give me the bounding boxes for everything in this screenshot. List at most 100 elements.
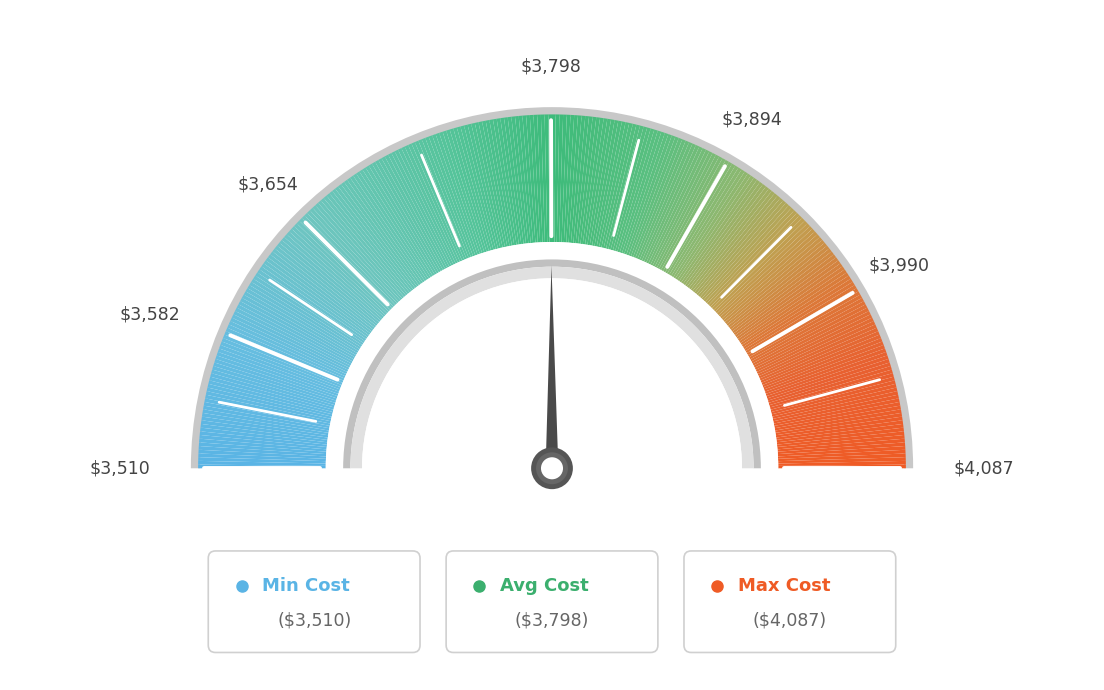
- Wedge shape: [291, 226, 388, 315]
- Wedge shape: [482, 121, 510, 246]
- Wedge shape: [475, 122, 505, 248]
- Wedge shape: [684, 182, 763, 286]
- Text: $3,894: $3,894: [721, 110, 782, 128]
- Wedge shape: [385, 155, 447, 269]
- Wedge shape: [641, 144, 696, 262]
- Wedge shape: [199, 453, 326, 461]
- Wedge shape: [613, 128, 650, 251]
- Wedge shape: [681, 178, 757, 284]
- Wedge shape: [590, 119, 615, 246]
- Wedge shape: [527, 115, 538, 243]
- Wedge shape: [432, 134, 478, 255]
- Wedge shape: [508, 117, 526, 244]
- Wedge shape: [200, 435, 327, 449]
- Wedge shape: [522, 115, 535, 243]
- Wedge shape: [585, 118, 607, 245]
- Wedge shape: [655, 153, 716, 268]
- Wedge shape: [503, 117, 523, 244]
- Wedge shape: [735, 260, 840, 337]
- Wedge shape: [734, 257, 838, 335]
- Wedge shape: [769, 370, 893, 407]
- Wedge shape: [519, 116, 533, 243]
- Wedge shape: [350, 175, 425, 282]
- Text: $3,510: $3,510: [89, 460, 150, 477]
- Wedge shape: [773, 388, 898, 419]
- Wedge shape: [592, 120, 618, 246]
- Wedge shape: [223, 335, 342, 385]
- Wedge shape: [707, 210, 797, 305]
- Wedge shape: [297, 221, 391, 312]
- Wedge shape: [736, 264, 842, 339]
- Wedge shape: [198, 461, 326, 466]
- Wedge shape: [347, 178, 423, 284]
- Wedge shape: [741, 273, 849, 345]
- Wedge shape: [744, 282, 854, 351]
- Wedge shape: [199, 439, 327, 452]
- Wedge shape: [205, 391, 331, 421]
- Wedge shape: [752, 301, 866, 364]
- Wedge shape: [343, 259, 761, 469]
- Wedge shape: [650, 150, 710, 266]
- Wedge shape: [777, 442, 905, 454]
- Wedge shape: [755, 311, 871, 370]
- Wedge shape: [486, 120, 512, 246]
- Wedge shape: [730, 248, 831, 330]
- Wedge shape: [514, 116, 531, 244]
- Wedge shape: [778, 453, 905, 461]
- Wedge shape: [562, 115, 571, 242]
- Wedge shape: [774, 398, 900, 426]
- Wedge shape: [538, 115, 545, 242]
- Wedge shape: [772, 380, 895, 414]
- Wedge shape: [388, 153, 449, 268]
- Wedge shape: [544, 115, 550, 242]
- Wedge shape: [726, 243, 827, 326]
- Text: Max Cost: Max Cost: [737, 577, 830, 595]
- Wedge shape: [697, 195, 781, 295]
- Wedge shape: [201, 417, 328, 437]
- Wedge shape: [669, 166, 739, 276]
- Wedge shape: [211, 370, 335, 407]
- Wedge shape: [402, 146, 458, 264]
- Wedge shape: [776, 424, 903, 442]
- Wedge shape: [353, 173, 427, 281]
- Wedge shape: [255, 273, 363, 345]
- Wedge shape: [626, 134, 672, 255]
- Wedge shape: [247, 285, 359, 353]
- Wedge shape: [760, 328, 879, 381]
- Wedge shape: [301, 215, 394, 308]
- Wedge shape: [745, 285, 857, 353]
- Wedge shape: [454, 128, 491, 251]
- Wedge shape: [628, 135, 676, 256]
- Wedge shape: [705, 208, 794, 304]
- Wedge shape: [412, 142, 465, 261]
- Wedge shape: [747, 291, 860, 357]
- Polygon shape: [162, 497, 942, 690]
- Wedge shape: [725, 240, 825, 324]
- Wedge shape: [569, 115, 582, 243]
- Wedge shape: [775, 409, 902, 433]
- Wedge shape: [210, 377, 333, 412]
- Wedge shape: [233, 311, 349, 370]
- Wedge shape: [365, 166, 435, 276]
- Wedge shape: [198, 464, 326, 469]
- Wedge shape: [769, 373, 894, 410]
- Wedge shape: [723, 237, 822, 322]
- Wedge shape: [710, 215, 803, 308]
- Wedge shape: [709, 213, 799, 306]
- Wedge shape: [321, 198, 406, 297]
- Wedge shape: [599, 122, 629, 248]
- Wedge shape: [511, 117, 529, 244]
- Wedge shape: [422, 138, 471, 258]
- Wedge shape: [210, 373, 335, 410]
- Wedge shape: [245, 288, 358, 355]
- Wedge shape: [768, 362, 891, 403]
- Wedge shape: [200, 431, 327, 447]
- Wedge shape: [375, 160, 440, 273]
- Wedge shape: [671, 168, 742, 277]
- Wedge shape: [737, 266, 845, 341]
- Wedge shape: [224, 331, 343, 383]
- FancyBboxPatch shape: [209, 551, 420, 653]
- Wedge shape: [552, 115, 555, 242]
- Wedge shape: [428, 135, 476, 256]
- Wedge shape: [222, 338, 341, 387]
